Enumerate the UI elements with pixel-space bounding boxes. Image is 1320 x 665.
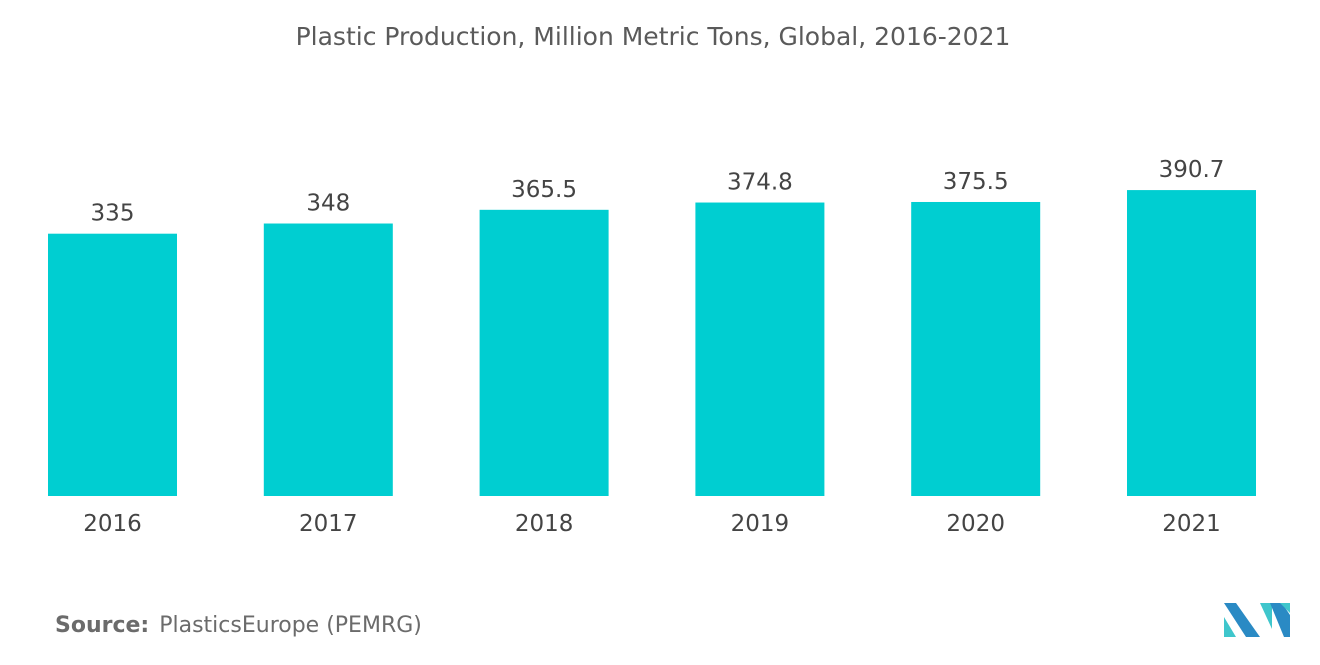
data-label-2019: 374.8: [727, 170, 793, 196]
bar-2019: [695, 202, 825, 496]
data-label-2016: 335: [91, 201, 135, 227]
source-text: PlasticsEurope (PEMRG): [159, 613, 422, 638]
chart-title: Plastic Production, Million Metric Tons,…: [295, 22, 1011, 51]
x-tick-label-2021: 2021: [1162, 511, 1221, 537]
bar-2020: [911, 201, 1041, 496]
mordor-intelligence-logo: [1224, 603, 1290, 637]
source-note: Source: PlasticsEurope (PEMRG): [55, 613, 422, 638]
bar-2017: [263, 223, 393, 497]
x-tick-label-2018: 2018: [515, 511, 574, 537]
bar-2016: [48, 233, 177, 496]
data-label-2017: 348: [306, 191, 350, 217]
data-label-2020: 375.5: [943, 169, 1009, 195]
x-tick-label-2017: 2017: [299, 511, 358, 537]
bar-chart: 335 2016 348 2017 365.5 2018 374.8 2019 375.5 202…: [48, 157, 1256, 537]
x-tick-label-2019: 2019: [731, 511, 790, 537]
data-label-2021: 390.7: [1159, 157, 1225, 183]
bar-2021: [1127, 190, 1256, 496]
source-label: Source:: [55, 613, 150, 638]
x-tick-label-2016: 2016: [83, 511, 142, 537]
x-tick-label-2020: 2020: [946, 511, 1005, 537]
bar-2018: [479, 209, 609, 496]
data-label-2018: 365.5: [511, 177, 577, 203]
